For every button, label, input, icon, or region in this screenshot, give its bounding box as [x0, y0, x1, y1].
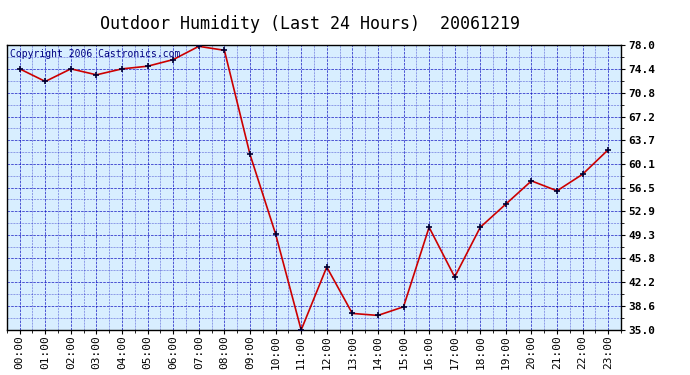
Text: Copyright 2006 Castronics.com: Copyright 2006 Castronics.com: [10, 49, 180, 59]
Text: Outdoor Humidity (Last 24 Hours)  20061219: Outdoor Humidity (Last 24 Hours) 2006121…: [101, 15, 520, 33]
